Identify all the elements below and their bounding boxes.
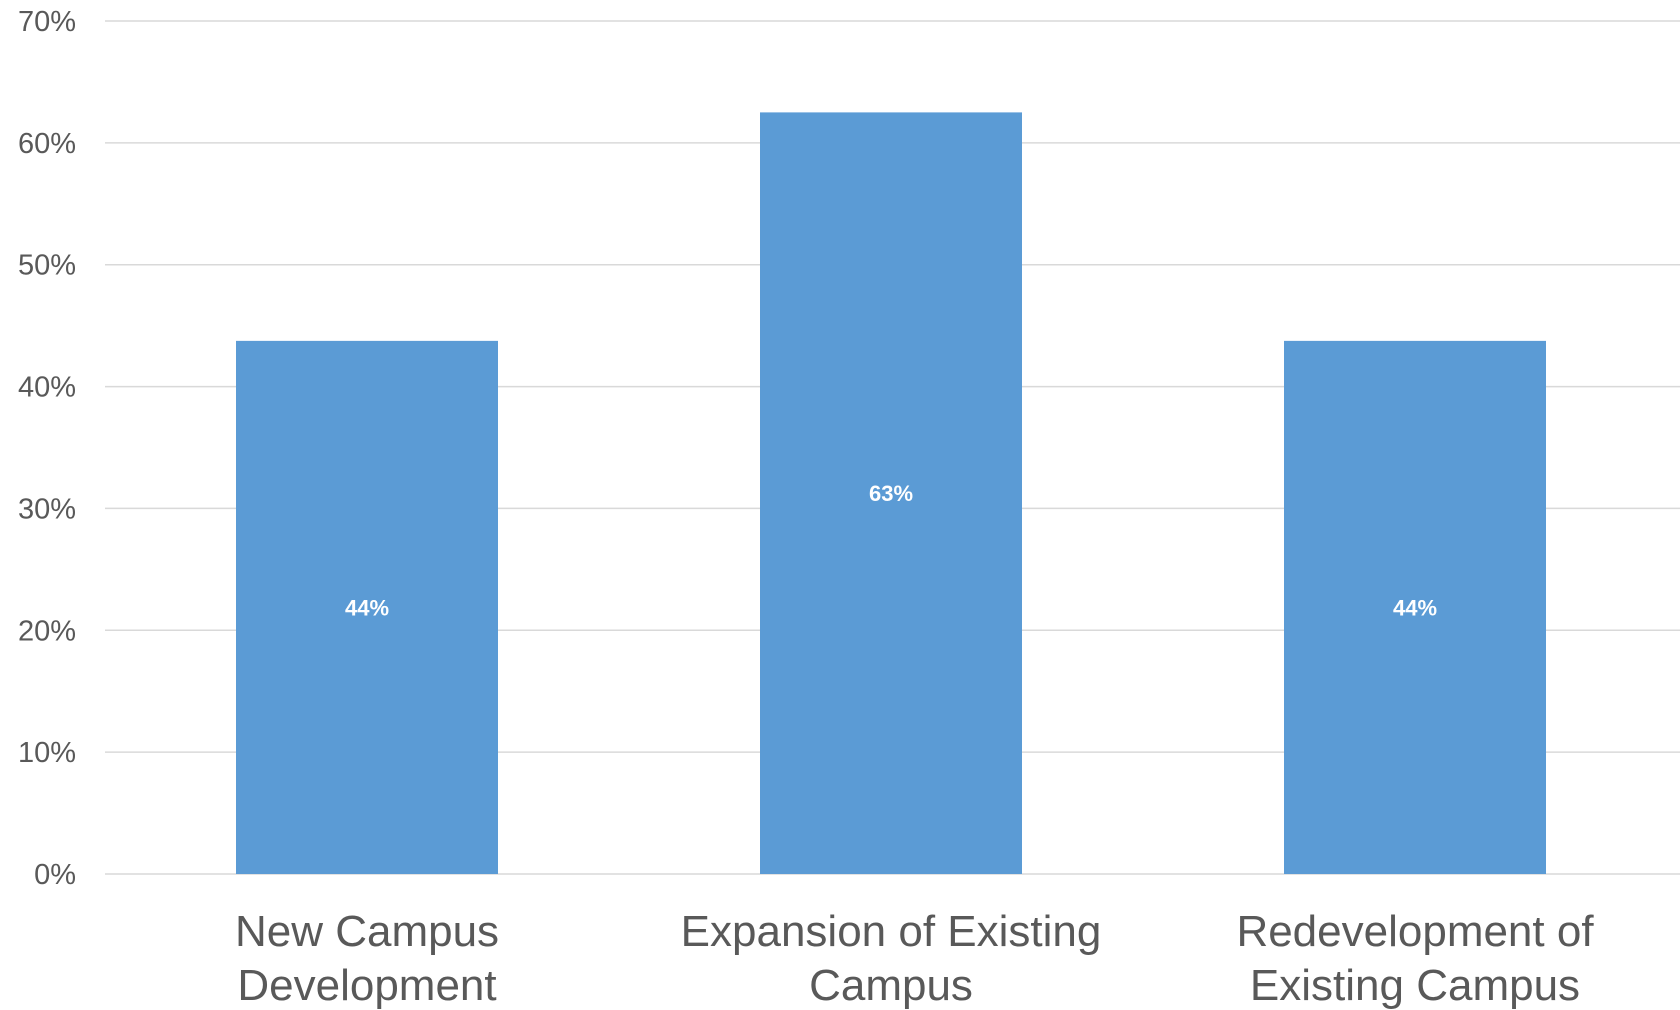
x-category-label: Redevelopment of — [1236, 907, 1594, 956]
y-tick-label: 70% — [18, 6, 76, 38]
bar — [760, 112, 1022, 874]
x-axis-category-labels: New Campus Development Expansion of Existi… — [235, 907, 1594, 1010]
bar — [1284, 340, 1546, 874]
y-tick-label: 50% — [18, 250, 76, 282]
x-category-label: Expansion of Existing — [681, 907, 1102, 956]
x-category-label: New Campus — [235, 907, 499, 956]
data-label: 44% — [345, 595, 389, 620]
y-tick-label: 20% — [18, 615, 76, 647]
x-category-label: Development — [237, 961, 496, 1010]
data-labels: 44% 63% 44% — [345, 481, 1437, 620]
y-tick-label: 0% — [34, 859, 76, 891]
y-axis-tick-labels: 0% 10% 20% 30% 40% 50% 60% 70% — [18, 6, 76, 891]
x-category-label: Campus — [809, 961, 973, 1010]
y-tick-label: 30% — [18, 493, 76, 525]
y-tick-label: 60% — [18, 128, 76, 160]
bar — [236, 340, 498, 874]
x-category-label: Existing Campus — [1250, 961, 1580, 1010]
y-tick-label: 10% — [18, 737, 76, 769]
data-label: 63% — [869, 481, 913, 506]
bars — [236, 112, 1546, 874]
data-label: 44% — [1393, 595, 1437, 620]
y-tick-label: 40% — [18, 372, 76, 404]
